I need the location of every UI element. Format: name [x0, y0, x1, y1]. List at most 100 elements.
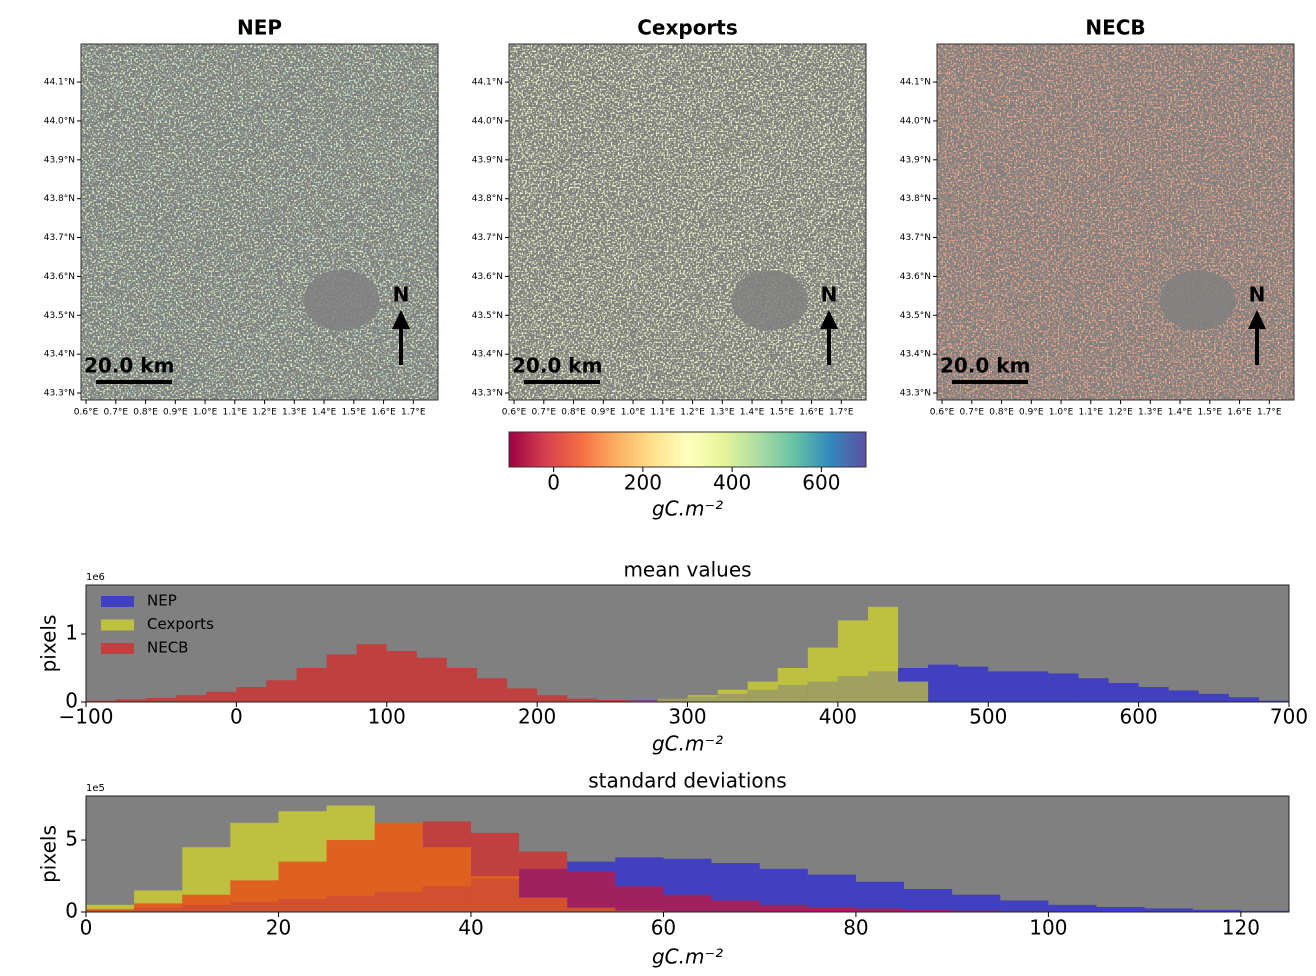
x-tick-label: 40	[458, 916, 483, 940]
histogram-bar	[1198, 693, 1229, 702]
histogram-bar	[898, 681, 929, 702]
histogram-bar	[777, 667, 808, 702]
histogram-bar	[855, 908, 905, 912]
y-tick-label: 43.7°N	[472, 233, 503, 243]
x-tick-label: 0.8°E	[561, 408, 586, 418]
x-tick-label: 1.1°E	[223, 408, 248, 418]
x-tick-label: 0.9°E	[1019, 408, 1044, 418]
histogram-bar	[116, 699, 147, 702]
x-tick-label: 0	[547, 471, 560, 495]
x-tick-label: −100	[59, 705, 114, 729]
colorbar	[508, 431, 867, 468]
y-tick-label: 43.8°N	[900, 194, 931, 204]
x-tick-label: 1.7°E	[1257, 408, 1282, 418]
map-frame	[936, 43, 1295, 401]
histogram-bar	[1240, 910, 1289, 912]
y-tick-label: 44.1°N	[44, 78, 75, 88]
map-raster	[81, 44, 438, 400]
y-tick-label: 43.3°N	[44, 389, 75, 399]
y-tick-label: 43.3°N	[472, 389, 503, 399]
x-tick-label: 0.6°E	[930, 408, 955, 418]
x-tick-label: 1.3°E	[282, 408, 307, 418]
histogram-bar	[86, 700, 117, 702]
scale-bar-label: 20.0 km	[512, 354, 602, 378]
histogram-bar	[1228, 697, 1259, 702]
histogram-bar	[1108, 682, 1139, 702]
histogram-bar	[567, 871, 616, 912]
histogram-bar	[374, 822, 423, 912]
histogram-bar	[663, 894, 712, 912]
x-tick-label: 1.5°E	[770, 408, 795, 418]
histogram-bar	[1078, 678, 1109, 702]
x-tick-label: 1.6°E	[1227, 408, 1252, 418]
histogram-bar	[422, 821, 471, 912]
histogram-bar	[266, 680, 297, 702]
histogram-bar	[717, 689, 748, 702]
y-tick-label: 44.0°N	[44, 116, 75, 126]
legend-swatch	[101, 619, 134, 631]
y-tick-label: 43.7°N	[900, 233, 931, 243]
histogram-bar	[928, 664, 959, 702]
x-tick-label: 1.6°E	[371, 408, 396, 418]
histogram-bar	[236, 687, 267, 702]
histogram-bar	[958, 666, 989, 702]
histogram-bar	[747, 681, 778, 702]
plot-frame	[85, 795, 1290, 913]
map-raster	[509, 44, 866, 400]
y-tick-label: 43.4°N	[900, 350, 931, 360]
histogram-bar	[627, 700, 658, 702]
histogram-bar	[1048, 673, 1079, 702]
x-tick-label: 0.7°E	[532, 408, 557, 418]
histogram-bar	[1048, 904, 1097, 912]
histogram-bar	[597, 699, 628, 702]
histogram-bar	[476, 678, 508, 702]
north-label: N	[393, 283, 410, 307]
x-tick-label: 120	[1222, 916, 1260, 940]
histogram-bar	[1000, 900, 1049, 912]
x-tick-label: 1.4°E	[740, 408, 765, 418]
histogram-bar	[356, 644, 387, 702]
x-tick-label: 700	[1270, 705, 1308, 729]
histogram-bar	[867, 606, 899, 702]
x-tick-label: 1.1°E	[651, 408, 676, 418]
histogram-bar	[176, 695, 207, 702]
y-tick-label: 44.1°N	[900, 78, 931, 88]
histogram-bar	[759, 904, 808, 912]
histogram-bar	[1168, 690, 1199, 702]
histogram-bar	[615, 886, 664, 912]
scale-bar-label: 20.0 km	[84, 354, 174, 378]
histogram-bar	[1258, 700, 1289, 702]
x-tick-label: 0.7°E	[960, 408, 985, 418]
x-tick-label: 1.5°E	[342, 408, 367, 418]
histogram-bar	[807, 647, 838, 702]
map-frame	[508, 43, 867, 401]
histogram-bar	[1096, 906, 1145, 912]
x-tick-label: 200	[624, 471, 662, 495]
histogram-bar	[278, 861, 327, 912]
histogram-bar	[507, 688, 538, 702]
y-axis-label: pixels	[37, 615, 61, 673]
histogram-bar	[230, 880, 279, 912]
y-tick-label: 0	[65, 899, 78, 923]
legend-swatch	[101, 596, 134, 607]
histogram-bar	[519, 851, 568, 912]
x-tick-label: 1.7°E	[829, 408, 854, 418]
x-tick-label: 1.4°E	[1168, 408, 1193, 418]
histogram-bar	[326, 654, 357, 702]
x-tick-label: 500	[969, 705, 1007, 729]
histogram-bar	[446, 667, 477, 702]
histogram-bar	[326, 840, 375, 912]
y-tick-label: 43.5°N	[44, 311, 75, 321]
x-tick-label: 0.6°E	[502, 408, 527, 418]
north-arrow-head	[392, 310, 410, 329]
histogram-bar	[86, 909, 135, 912]
histogram-bar	[1138, 687, 1169, 702]
histogram-bar	[1192, 909, 1241, 912]
histogram-bar	[296, 667, 327, 702]
histogram-bar	[134, 903, 183, 912]
x-tick-label: 1.5°E	[1198, 408, 1223, 418]
x-tick-label: 1.7°E	[401, 408, 426, 418]
x-tick-label: 0	[230, 705, 243, 729]
x-tick-label: 0.9°E	[591, 408, 616, 418]
y-tick-label: 0	[65, 689, 78, 713]
